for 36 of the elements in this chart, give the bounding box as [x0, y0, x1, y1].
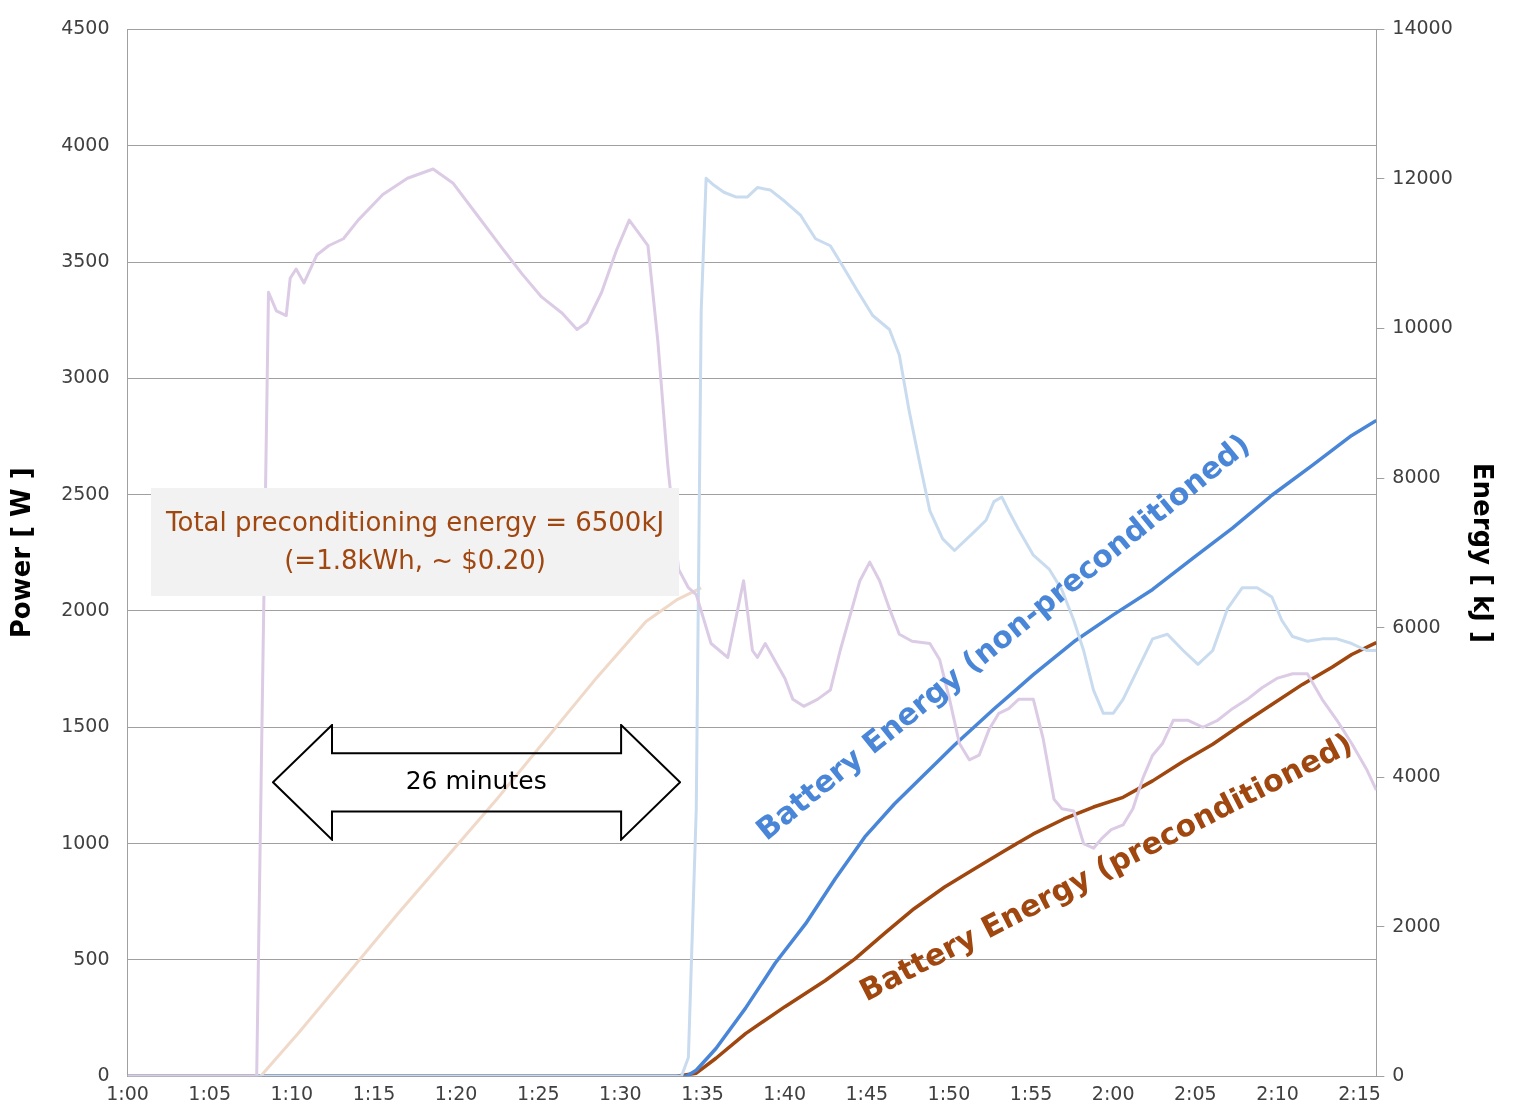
y-tick-label: 500 — [73, 946, 110, 969]
x-tick-label: 2:00 — [1091, 1081, 1135, 1104]
y-tick-label: 4000 — [61, 132, 110, 155]
y2-tick-label: 4000 — [1392, 764, 1441, 787]
y-tick-label: 2500 — [61, 481, 110, 504]
annotation: 26 minutes — [404, 766, 548, 796]
y-tick-label: 2000 — [61, 597, 110, 620]
x-tick-label: 2:10 — [1256, 1081, 1299, 1104]
y2-tick-label: 8000 — [1392, 464, 1441, 487]
y2-tick-label: 6000 — [1392, 614, 1441, 637]
x-tick-label: 1:05 — [188, 1081, 231, 1104]
y-tick-label: 1000 — [61, 830, 110, 853]
y-tick-label: 3000 — [61, 365, 110, 388]
x-tick-label: 1:30 — [599, 1081, 642, 1104]
y-tick-label: 4500 — [61, 16, 110, 39]
x-tick-label: 1:40 — [763, 1081, 807, 1104]
annotation: Total preconditioning energy = 6500kJ (=1.8kWh, ~ $0.20) — [151, 487, 679, 596]
x-tick-label: 1:45 — [845, 1081, 889, 1104]
x-tick-label: 1:15 — [352, 1081, 396, 1104]
x-tick-label: 1:55 — [1009, 1081, 1053, 1104]
x-tick-label: 1:50 — [927, 1081, 971, 1104]
y-tick-label: 3500 — [61, 248, 110, 271]
y2-axis-title: Energy [ kJ ] — [1467, 462, 1498, 643]
y2-tick-label: 14000 — [1392, 16, 1453, 39]
x-tick-label: 2:15 — [1338, 1081, 1381, 1104]
y2-tick-label: 0 — [1392, 1063, 1405, 1086]
y-tick-label: 1500 — [61, 714, 110, 737]
y2-tick-label: 2000 — [1392, 913, 1441, 936]
x-tick-label: 2:05 — [1173, 1081, 1217, 1104]
y2-tick-label: 12000 — [1392, 165, 1453, 188]
y2-tick-label: 10000 — [1392, 315, 1453, 338]
x-tick-label: 1:20 — [434, 1081, 478, 1104]
y-axis-title: Power [ W ] — [6, 467, 37, 639]
x-tick-label: 1:25 — [516, 1081, 560, 1104]
x-tick-label: 1:10 — [270, 1081, 314, 1104]
x-tick-label: 1:35 — [681, 1081, 724, 1104]
